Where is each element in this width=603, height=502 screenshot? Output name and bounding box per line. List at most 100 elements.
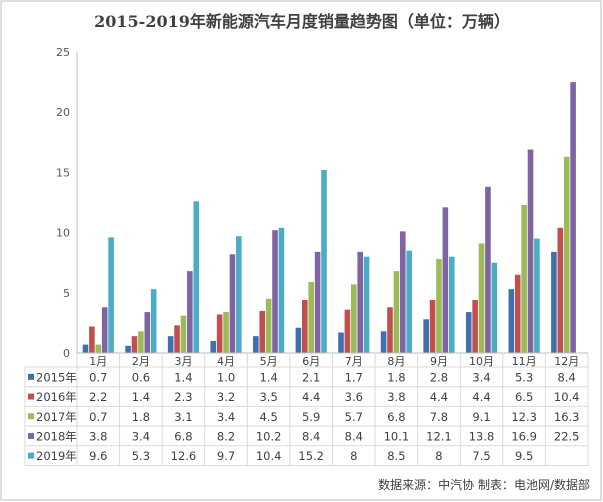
data-label: 4.5 [259,410,277,424]
y-tick-label: 20 [56,106,70,119]
x-tick-label: 1月 [89,355,107,368]
data-label: 3.4 [132,429,150,443]
data-label: 3.2 [217,390,235,404]
data-label: 3.8 [387,390,405,404]
bar-2019年-11月 [534,238,540,353]
data-label: 0.6 [132,370,150,384]
legend-swatch-2016年 [28,393,34,400]
data-label: 16.9 [511,429,537,443]
bar-2016年-5月 [259,310,266,353]
bar-2015年-1月 [82,344,89,353]
data-label: 0.7 [89,410,107,424]
data-label: 9.7 [217,449,235,463]
bar-2017年-12月 [563,156,570,353]
bar-2016年-10月 [472,300,478,353]
bar-2016年-6月 [302,300,308,353]
data-label: 7.8 [430,410,448,424]
legend-label: 2019年 [36,449,77,463]
bar-2018年-11月 [527,149,534,353]
bar-2019年-2月 [150,289,157,353]
data-label: 4.4 [430,390,448,404]
data-label: 1.4 [132,390,150,404]
bar-2015年-7月 [338,332,344,353]
y-tick-label: 5 [63,287,70,300]
x-tick-label: 5月 [260,355,278,368]
bar-2019年-1月 [108,237,114,353]
legend-label: 2016年 [36,390,77,404]
bar-2019年-3月 [193,201,200,353]
bar-2015年-2月 [125,345,131,353]
data-label: 22.5 [554,429,580,443]
bar-2019年-5月 [278,227,285,353]
legend-label: 2017年 [36,410,77,424]
bar-2015年-10月 [465,312,472,353]
bar-2017年-7月 [350,284,357,353]
data-label: 1.8 [132,410,150,424]
bar-2017年-6月 [308,281,315,353]
data-label: 6.8 [387,410,405,424]
data-label: 8.2 [217,429,235,443]
bar-2018年-1月 [101,307,108,353]
data-label: 6.5 [515,390,533,404]
bar-2016年-7月 [344,309,351,353]
bar-2015年-11月 [508,289,515,353]
bar-2018年-3月 [187,271,193,353]
data-label: 1.4 [174,370,192,384]
legend-label: 2018年 [36,429,77,443]
chart-title: 2015-2019年新能源汽车月度销量趋势图（单位：万辆） [94,12,510,31]
bar-2015年-12月 [551,251,557,353]
data-label: 3.4 [472,370,490,384]
data-label: 8 [350,449,357,463]
data-label: 10.4 [554,390,580,404]
bar-2018年-7月 [357,251,363,353]
data-label: 0.7 [89,370,107,384]
data-label: 1.7 [345,370,363,384]
bar-2019年-8月 [406,250,412,353]
data-label: 2.2 [89,390,107,404]
bar-2015年-9月 [423,319,429,353]
y-tick-label: 15 [56,166,70,179]
y-tick-label: 0 [63,347,70,360]
bar-2016年-12月 [557,227,564,353]
x-tick-label: 2月 [132,355,150,368]
bar-2015年-8月 [380,331,387,353]
legend-swatch-2019年 [28,452,34,459]
bar-2017年-10月 [478,243,485,353]
data-label: 8 [435,449,442,463]
bar-2018年-4月 [229,254,236,353]
source-note: 数据来源：中汽协 制表：电池网/数据部 [378,477,590,492]
legend-swatch-2015年 [28,373,34,380]
data-label: 5.9 [302,410,320,424]
x-tick-label: 11月 [512,355,537,368]
bar-2017年-3月 [180,315,187,353]
data-label: 8.5 [387,449,405,463]
bar-2019年-6月 [321,169,327,353]
bar-2016年-2月 [131,336,138,353]
x-tick-label: 8月 [387,355,405,368]
data-label: 15.2 [298,449,324,463]
bar-2018年-8月 [399,231,406,353]
data-label: 13.8 [469,429,495,443]
bar-2016年-1月 [89,326,95,353]
bar-2016年-4月 [216,314,223,353]
legend-swatch-2018年 [28,432,34,439]
bar-2017年-9月 [436,259,442,353]
bar-2016年-8月 [387,307,393,353]
bar-2016年-9月 [429,300,436,353]
y-tick-label: 10 [56,227,70,240]
data-label: 5.3 [132,449,150,463]
bar-2018年-2月 [144,312,151,353]
bar-2016年-11月 [514,274,521,353]
data-label: 6.8 [174,429,192,443]
data-label: 12.1 [426,429,452,443]
bar-2018年-6月 [314,251,321,353]
data-label: 2.1 [302,370,320,384]
data-label: 12.6 [171,449,197,463]
data-label: 3.1 [174,410,192,424]
data-label: 4.4 [302,390,320,404]
bar-2019年-7月 [363,256,370,353]
bar-2017年-5月 [265,298,272,353]
data-label: 1.4 [259,370,277,384]
